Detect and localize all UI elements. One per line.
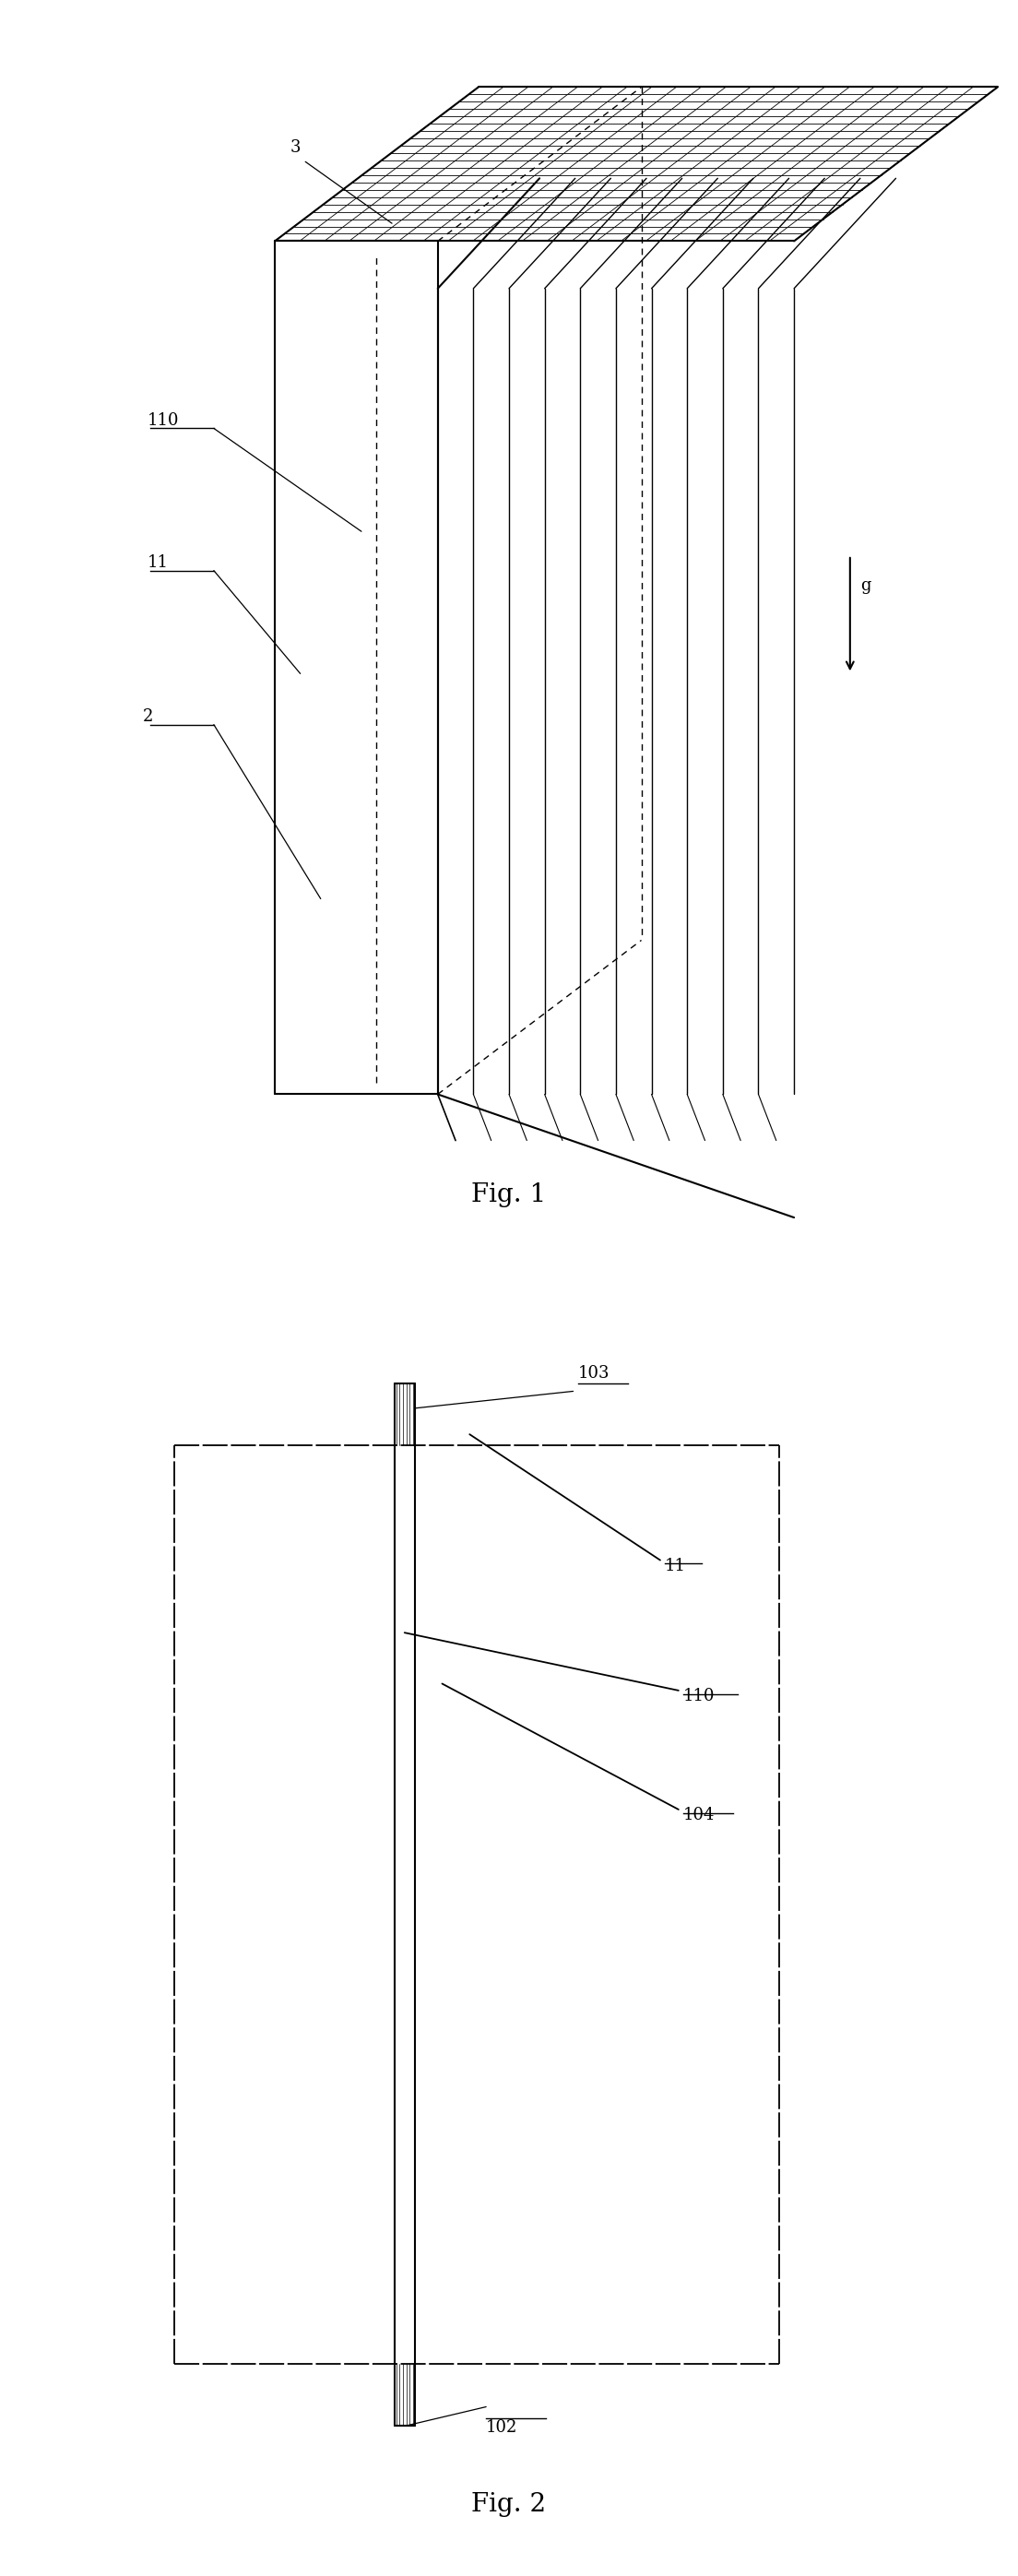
Text: 2: 2: [143, 708, 153, 724]
Text: Fig. 2: Fig. 2: [471, 2491, 547, 2517]
Text: 102: 102: [487, 2419, 518, 2434]
Text: 103: 103: [578, 1365, 610, 1381]
Text: Fig. 1: Fig. 1: [471, 1182, 547, 1206]
Text: 11: 11: [665, 1558, 686, 1574]
Text: 104: 104: [683, 1806, 715, 1824]
Text: 110: 110: [683, 1687, 715, 1705]
Text: 3: 3: [290, 139, 300, 157]
Text: g: g: [860, 577, 870, 595]
Text: 11: 11: [148, 554, 169, 572]
Text: 110: 110: [148, 412, 179, 428]
